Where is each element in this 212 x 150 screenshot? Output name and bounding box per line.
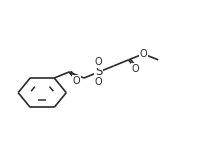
Text: O: O bbox=[139, 49, 147, 59]
Text: O: O bbox=[73, 76, 80, 86]
Text: O: O bbox=[95, 76, 103, 87]
Text: S: S bbox=[95, 65, 102, 78]
Text: O: O bbox=[95, 57, 103, 67]
Text: O: O bbox=[132, 64, 140, 74]
